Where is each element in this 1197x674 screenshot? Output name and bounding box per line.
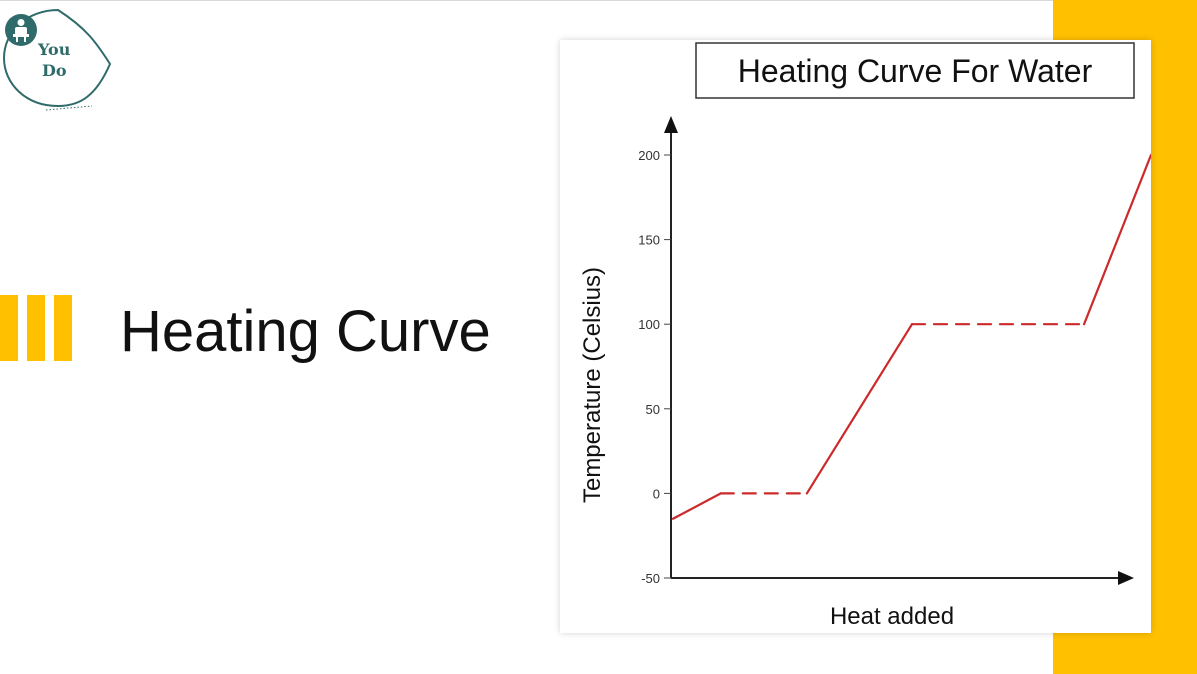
- badge-label-do: Do: [42, 61, 67, 80]
- x-axis-arrow-icon: [1118, 571, 1134, 585]
- accent-bar: [54, 295, 72, 361]
- curve-segment-rise: [671, 492, 722, 520]
- y-axis-arrow-icon: [664, 116, 678, 133]
- y-tick-label: 50: [646, 402, 660, 417]
- top-rule: [0, 0, 1197, 1]
- person-icon: [5, 14, 37, 46]
- curve-segment-rise: [1082, 153, 1151, 326]
- curve: [671, 153, 1151, 520]
- you-do-badge: You Do: [0, 6, 115, 111]
- y-tick-label: 0: [653, 486, 660, 501]
- y-axis-label: Temperature (Celsius): [579, 267, 606, 503]
- y-ticks: 200 150 100 50 0 -50: [638, 148, 671, 586]
- y-tick-label: 150: [638, 233, 660, 248]
- heating-curve-chart: Heating Curve For Water 200 150 100 50 0 -50 …: [560, 40, 1151, 633]
- y-tick-label: 200: [638, 148, 660, 163]
- chart-title-box: [695, 42, 1135, 99]
- chart-title: Heating Curve For Water: [738, 53, 1093, 89]
- accent-bar: [27, 295, 45, 361]
- accent-bar: [0, 295, 18, 361]
- slide-title: Heating Curve: [120, 299, 491, 364]
- title-accent-bars: [0, 295, 72, 361]
- y-tick-label: 100: [638, 317, 660, 332]
- x-axis-label: Heat added: [830, 603, 954, 630]
- chart-svg: Heating Curve For Water 200150100500-50 …: [579, 42, 1151, 630]
- y-tick-label: -50: [641, 571, 660, 586]
- curve-segment-rise: [805, 323, 914, 495]
- badge-label-you: You: [38, 40, 71, 59]
